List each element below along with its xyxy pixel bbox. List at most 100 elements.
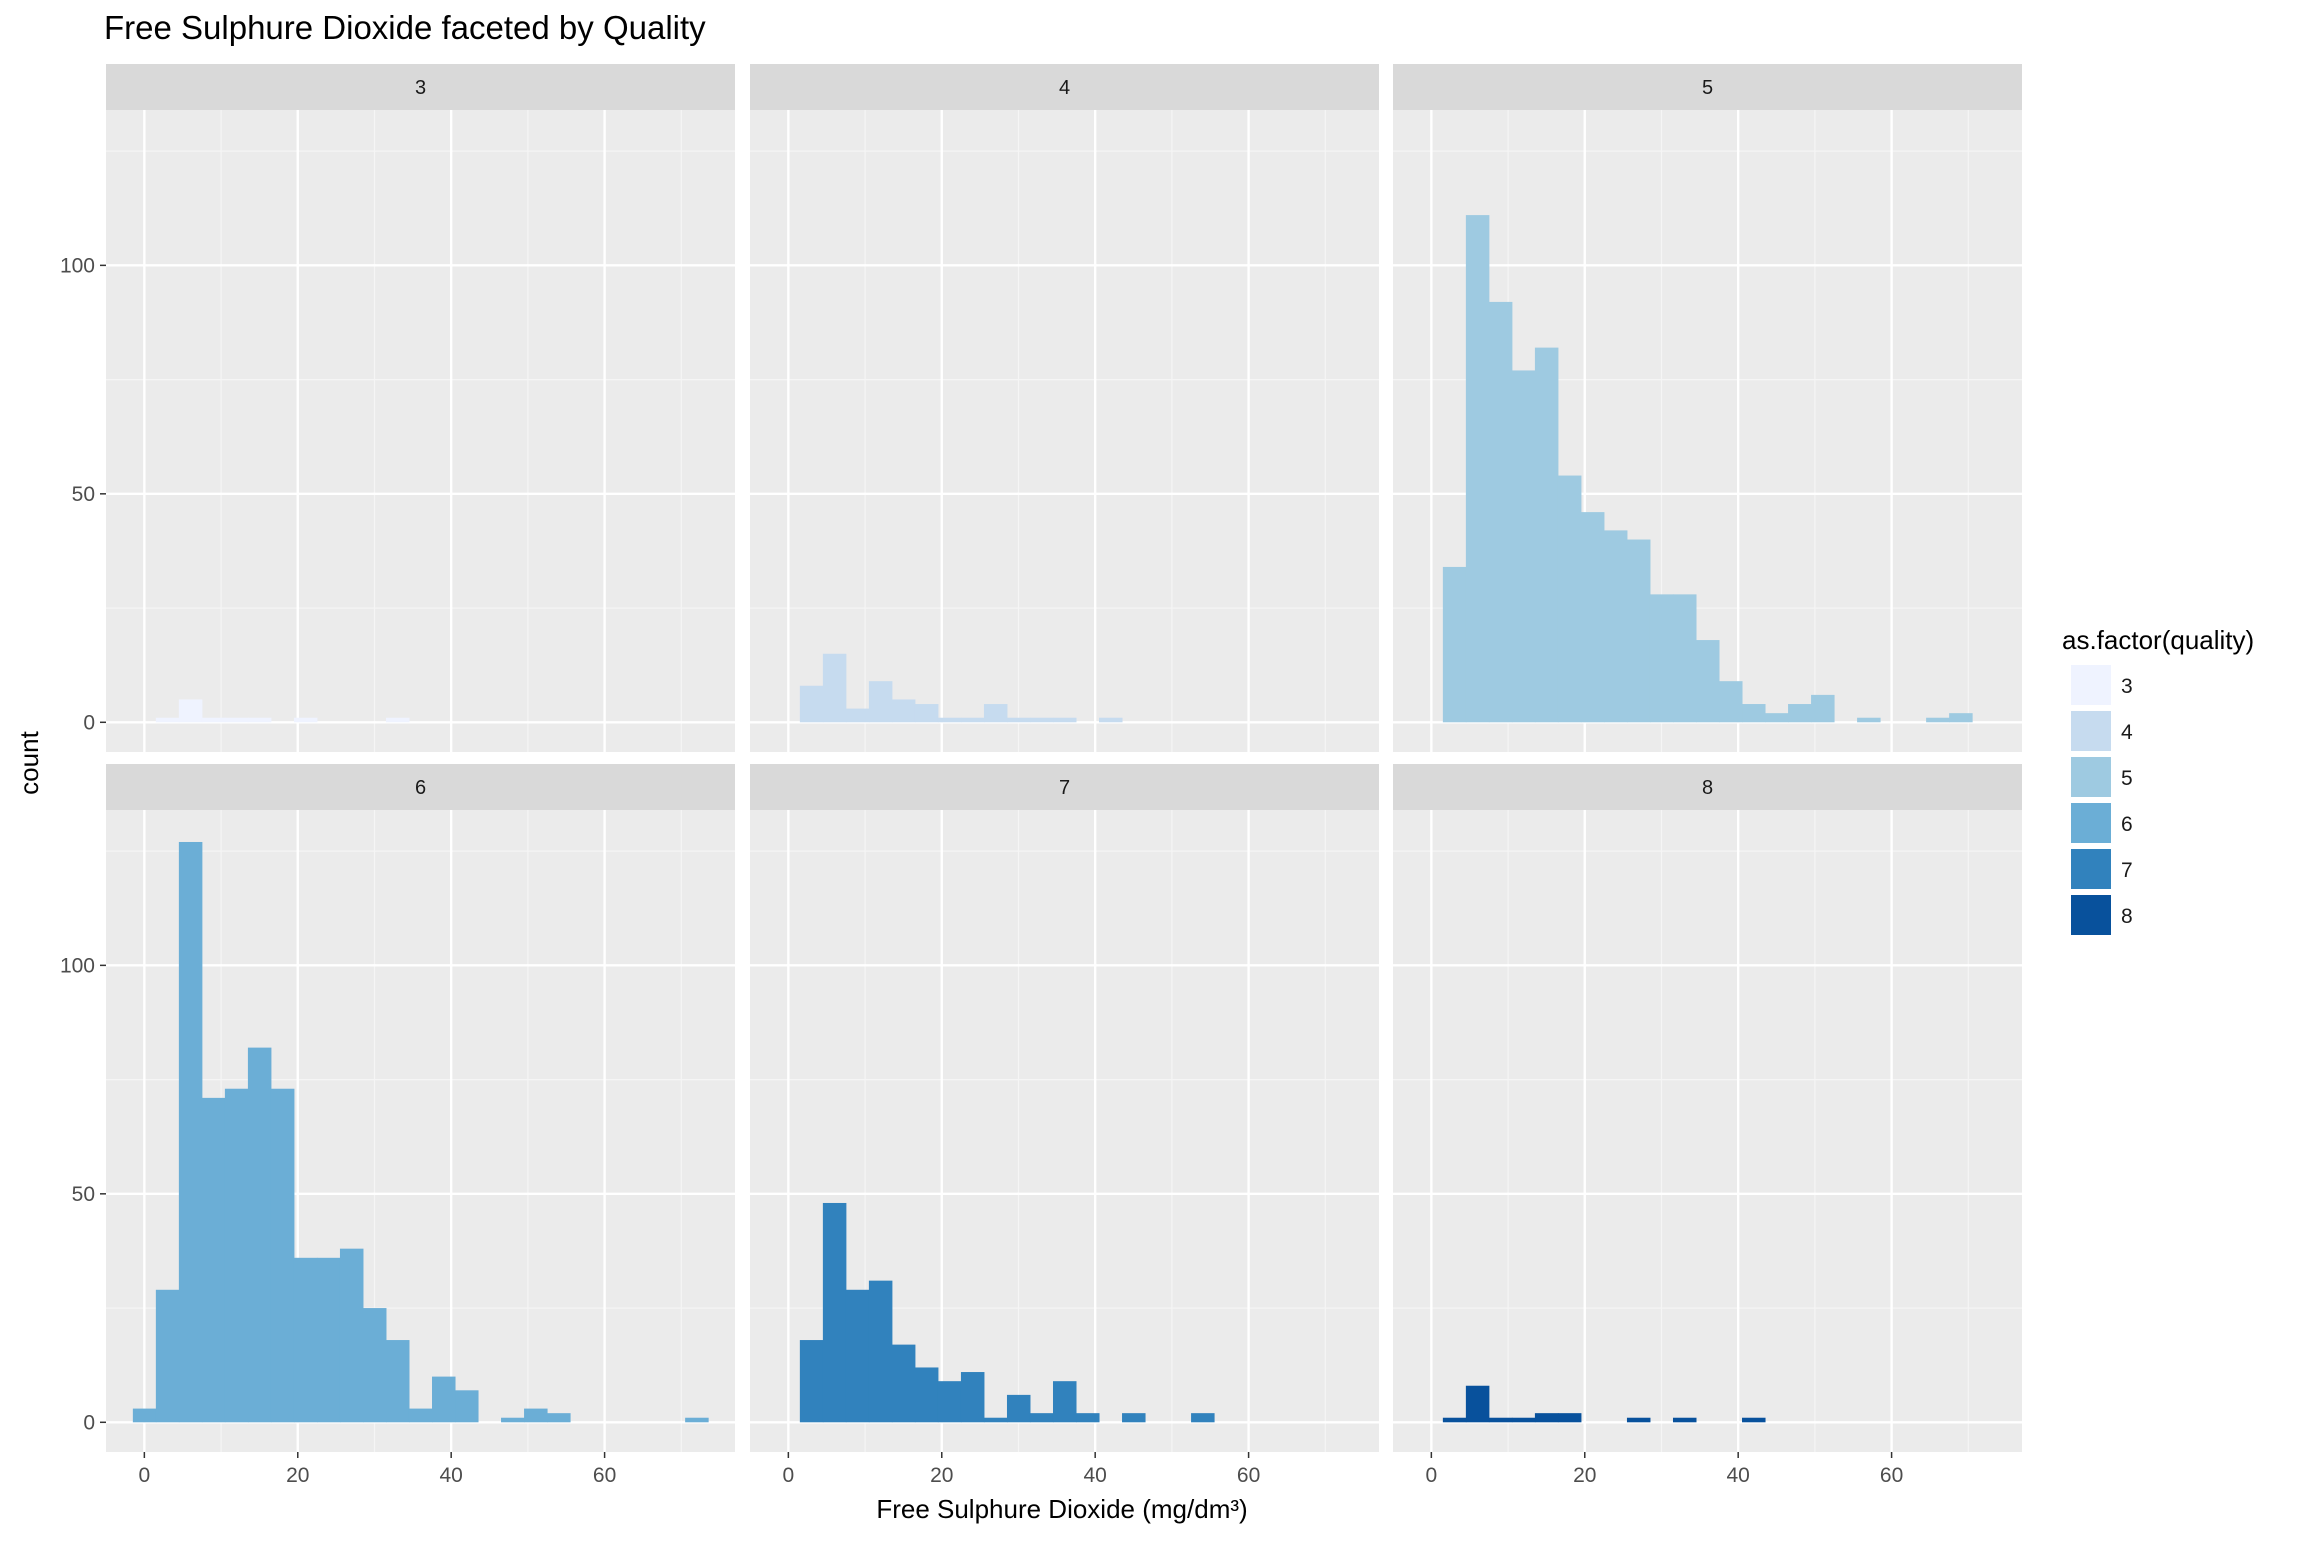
legend-title: as.factor(quality) bbox=[2062, 625, 2254, 655]
histogram-bar bbox=[1695, 640, 1720, 723]
histogram-bar bbox=[937, 717, 962, 723]
histogram-bar bbox=[1006, 717, 1031, 723]
histogram-bar bbox=[1857, 717, 1881, 723]
histogram-bar bbox=[1511, 370, 1536, 723]
x-tick-label: 0 bbox=[139, 1464, 151, 1487]
facet-strip-label: 4 bbox=[1059, 77, 1070, 99]
panel-background bbox=[106, 110, 735, 752]
legend-key-label: 5 bbox=[2121, 767, 2133, 790]
facet-panel-4: 4 bbox=[750, 64, 1379, 752]
legend-key-swatch bbox=[2071, 895, 2111, 935]
facet-strip bbox=[750, 764, 1379, 810]
y-tick-label: 50 bbox=[72, 483, 95, 506]
histogram-bar bbox=[247, 717, 272, 723]
histogram-bar bbox=[178, 841, 203, 1423]
y-tick-label: 100 bbox=[60, 954, 95, 977]
histogram-bar bbox=[1076, 1413, 1100, 1423]
histogram-bar bbox=[1949, 713, 1973, 723]
histogram-bar bbox=[914, 1367, 939, 1423]
histogram-bar bbox=[685, 1417, 709, 1423]
facet-strip-label: 5 bbox=[1702, 77, 1713, 99]
y-tick-label: 0 bbox=[83, 711, 95, 734]
histogram-bar bbox=[868, 681, 893, 723]
histogram-bar bbox=[1557, 1413, 1582, 1423]
facet-strip-label: 3 bbox=[415, 77, 426, 99]
histogram-bar bbox=[224, 717, 249, 723]
facet-strip bbox=[106, 764, 735, 810]
histogram-bar bbox=[155, 717, 180, 723]
y-tick-label: 100 bbox=[60, 254, 95, 277]
histogram-bar bbox=[201, 1097, 226, 1423]
x-tick-label: 40 bbox=[1084, 1464, 1107, 1487]
legend-key-swatch bbox=[2071, 757, 2111, 797]
facet-strip bbox=[1393, 764, 2022, 810]
histogram-bar bbox=[891, 699, 916, 723]
legend-key-label: 6 bbox=[2121, 813, 2133, 836]
histogram-bar bbox=[224, 1088, 249, 1423]
facet-panel-5: 5 bbox=[1393, 64, 2022, 752]
histogram-bar bbox=[1442, 566, 1467, 723]
chart-title: Free Sulphure Dioxide faceted by Quality bbox=[104, 9, 706, 46]
legend-key-label: 7 bbox=[2121, 859, 2133, 882]
histogram-bar bbox=[1122, 1413, 1146, 1423]
histogram-bar bbox=[339, 1248, 364, 1423]
histogram-bar bbox=[1029, 717, 1054, 723]
y-tick-label: 0 bbox=[83, 1411, 95, 1434]
histogram-bar bbox=[547, 1413, 571, 1423]
histogram-bar bbox=[1534, 347, 1559, 723]
histogram-bar bbox=[1926, 717, 1950, 723]
histogram-bar bbox=[914, 704, 939, 723]
histogram-bar bbox=[385, 1340, 410, 1423]
histogram-bar bbox=[1580, 512, 1605, 723]
histogram-bar bbox=[1511, 1417, 1536, 1423]
axes: 0 50 100 0 20 40 60 0 50 100 0 20 40 60 0 20 40 60 bbox=[60, 254, 1903, 1487]
facet-strip-label: 8 bbox=[1702, 777, 1713, 799]
histogram-bar bbox=[1603, 530, 1628, 723]
histogram-bar bbox=[1672, 594, 1697, 723]
x-tick-label: 20 bbox=[286, 1464, 309, 1487]
legend-key-label: 3 bbox=[2121, 675, 2133, 698]
x-tick-label: 20 bbox=[1573, 1464, 1596, 1487]
histogram-bar bbox=[1788, 704, 1812, 723]
histogram-bar bbox=[408, 1408, 433, 1423]
histogram-bar bbox=[362, 1308, 387, 1423]
histogram-bar bbox=[1052, 717, 1077, 723]
facet-panel-3: 3 bbox=[106, 64, 735, 752]
histogram-bar bbox=[316, 1257, 341, 1423]
histogram-bar bbox=[1765, 713, 1789, 723]
histogram-bar bbox=[1006, 1394, 1031, 1423]
x-tick-label: 40 bbox=[440, 1464, 463, 1487]
x-tick-label: 60 bbox=[593, 1464, 616, 1487]
facet-panel-6: 6 bbox=[106, 764, 735, 1452]
histogram-bar bbox=[1742, 1417, 1766, 1423]
facet-strip bbox=[1393, 64, 2022, 110]
x-tick-label: 40 bbox=[1727, 1464, 1750, 1487]
histogram-bar bbox=[822, 1202, 847, 1423]
histogram-bar bbox=[247, 1047, 272, 1423]
facet-panel-8: 8 bbox=[1393, 764, 2022, 1452]
histogram-bar bbox=[799, 685, 824, 723]
x-tick-label: 20 bbox=[930, 1464, 953, 1487]
histogram-bar bbox=[293, 717, 318, 723]
histogram-bar bbox=[132, 1408, 157, 1423]
histogram-bar bbox=[385, 717, 410, 723]
histogram-bar bbox=[1442, 1417, 1467, 1423]
histogram-bar bbox=[937, 1381, 962, 1423]
legend-key-swatch bbox=[2071, 849, 2111, 889]
legend-key-swatch bbox=[2071, 803, 2111, 843]
histogram-bar bbox=[1052, 1381, 1077, 1423]
x-tick-label: 60 bbox=[1880, 1464, 1903, 1487]
histogram-bar bbox=[201, 717, 226, 723]
panel-background bbox=[750, 110, 1379, 752]
facet-strip-label: 6 bbox=[415, 777, 426, 799]
facet-panels: 3 4 5 6 7 8 bbox=[106, 64, 2022, 1452]
legend-key-swatch bbox=[2071, 711, 2111, 751]
histogram-bar bbox=[270, 1088, 295, 1423]
histogram-bar bbox=[1488, 301, 1513, 723]
panel-background bbox=[1393, 810, 2022, 1452]
histogram-bar bbox=[1534, 1413, 1559, 1423]
histogram-bar bbox=[1029, 1413, 1054, 1423]
histogram-bar bbox=[799, 1340, 824, 1423]
